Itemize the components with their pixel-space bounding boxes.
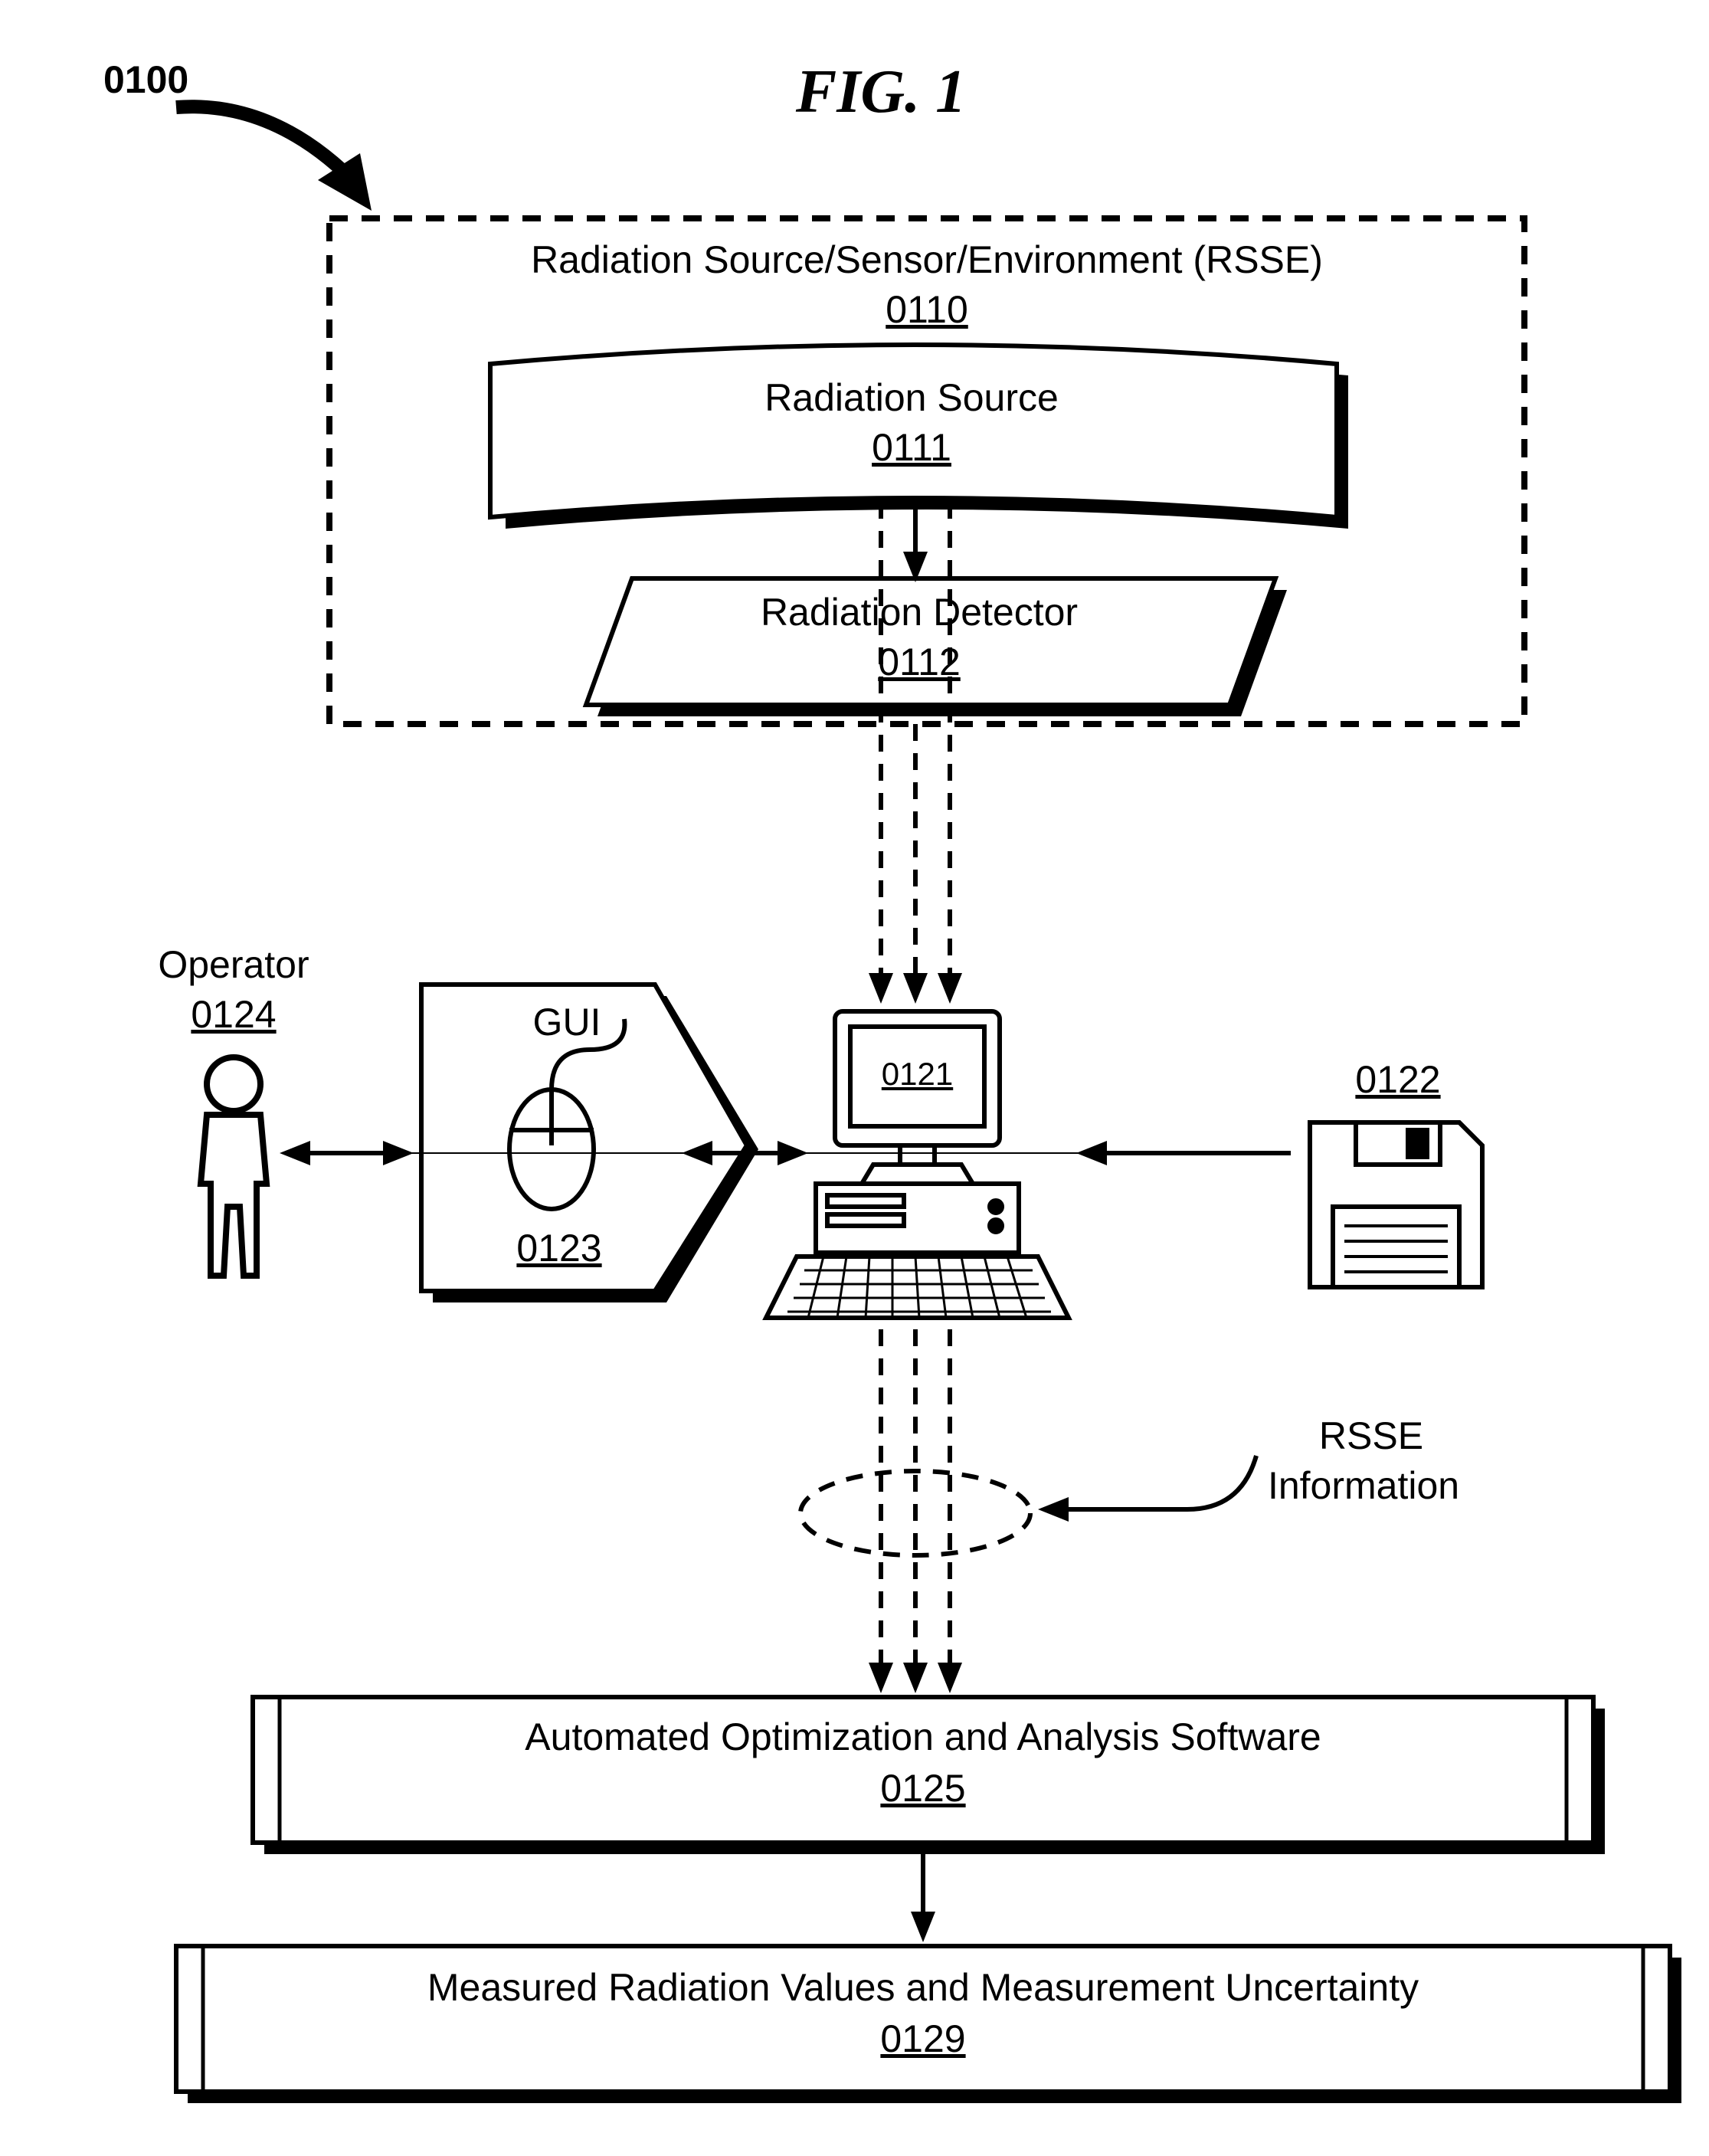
output-label: Measured Radiation Values and Measuremen… xyxy=(176,1965,1670,2010)
operator-ref: 0124 xyxy=(138,992,329,1037)
rsse-title: Radiation Source/Sensor/Environment (RSS… xyxy=(329,238,1524,282)
radiation-source-label: Radiation Source xyxy=(490,375,1333,420)
rsse-ref: 0110 xyxy=(329,287,1524,332)
software-label: Automated Optimization and Analysis Soft… xyxy=(253,1715,1593,1759)
disk-icon xyxy=(1310,1122,1482,1287)
operator-label: Operator xyxy=(138,942,329,987)
radiation-detector-ref: 0112 xyxy=(597,640,1241,684)
rsse-info-label2: Information xyxy=(1195,1463,1532,1508)
software-ref: 0125 xyxy=(253,1766,1593,1810)
disk-ref: 0122 xyxy=(1321,1057,1475,1102)
figure-title: FIG. 1 xyxy=(689,57,1072,127)
radiation-detector-label: Radiation Detector xyxy=(597,590,1241,634)
diagram-canvas: { "figure": { "title": "FIG. 1", "title_… xyxy=(0,0,1709,2156)
ref-0100: 0100 xyxy=(103,57,188,102)
output-ref: 0129 xyxy=(176,2017,1670,2061)
computer-ref: 0121 xyxy=(854,1056,981,1093)
radiation-source-ref: 0111 xyxy=(490,425,1333,470)
operator-icon xyxy=(201,1057,267,1276)
gui-ref: 0123 xyxy=(437,1226,682,1270)
rsse-info-label1: RSSE xyxy=(1218,1414,1524,1458)
gui-label: GUI xyxy=(498,1000,636,1044)
